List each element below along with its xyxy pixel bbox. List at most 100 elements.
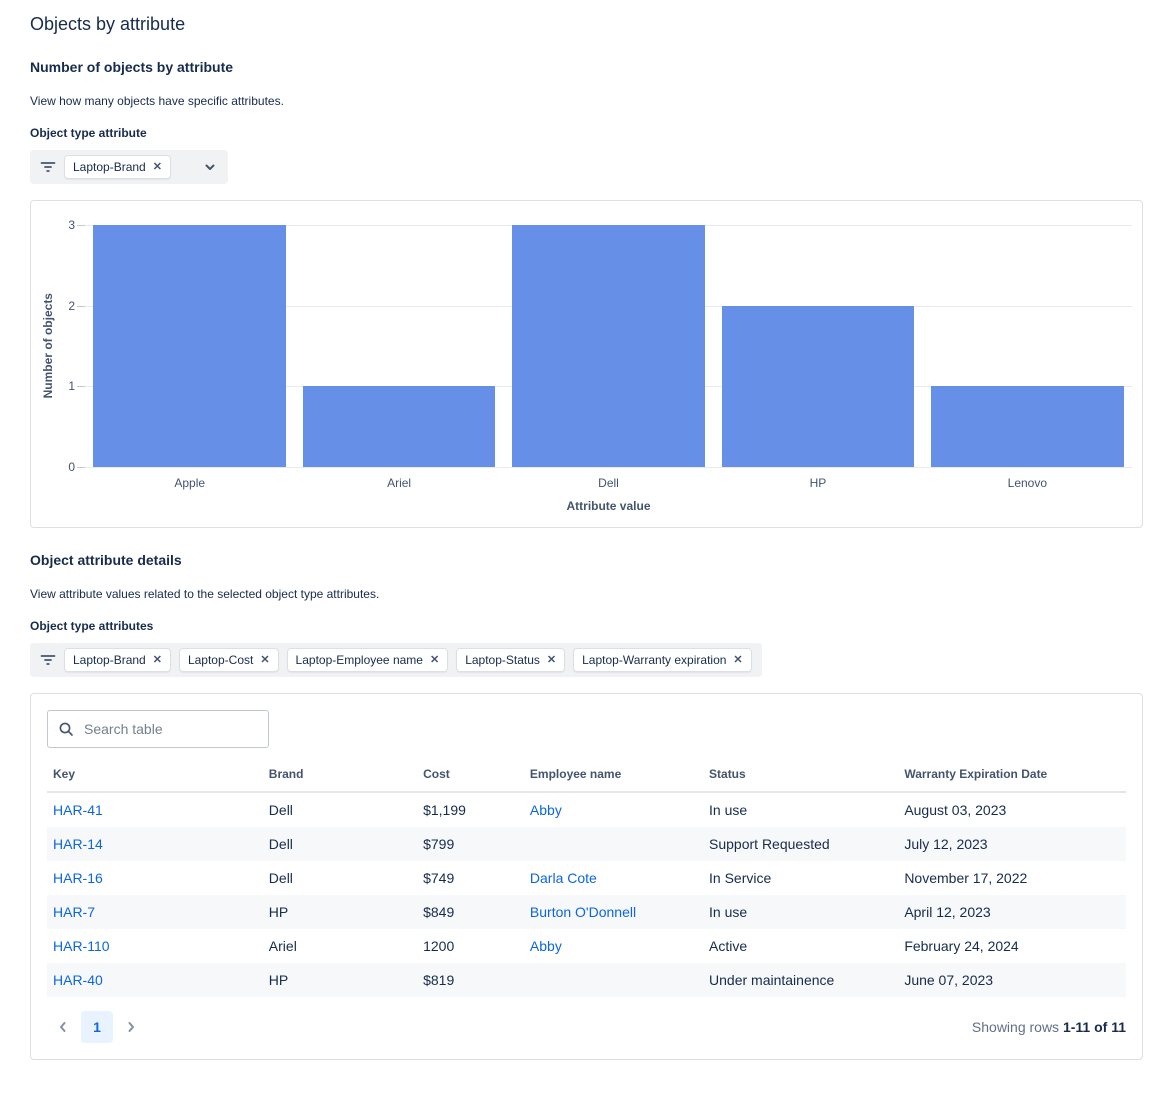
- chip-label: Laptop-Employee name: [295, 653, 423, 667]
- cell-warranty: August 03, 2023: [904, 802, 1007, 818]
- x-tick-label: HP: [809, 476, 827, 490]
- cell-employee: [524, 827, 703, 861]
- object-key-link[interactable]: HAR-7: [53, 904, 96, 920]
- object-type-attribute-label: Object type attribute: [30, 126, 147, 140]
- object-key-link[interactable]: HAR-16: [53, 870, 103, 886]
- remove-chip-icon[interactable]: ✕: [733, 653, 743, 666]
- table-header-row: Key Brand Cost Employee name Status Warranty …: [47, 761, 1126, 793]
- cell-key: HAR-16: [47, 861, 263, 895]
- object-type-attributes-chip[interactable]: Laptop-Employee name ✕: [286, 648, 449, 672]
- details-section: Object attribute details View attribute …: [30, 552, 1143, 1060]
- object-type-attribute-chip[interactable]: Laptop-Brand ✕: [64, 155, 171, 179]
- cell-brand: Ariel: [268, 938, 297, 954]
- chart-section-heading: Number of objects by attribute: [30, 59, 234, 75]
- table-search[interactable]: [47, 710, 269, 748]
- y-tick-label: 2: [68, 298, 75, 313]
- x-tick-label: Lenovo: [1007, 476, 1048, 490]
- y-tick-label: 1: [68, 379, 75, 394]
- pagination-prev-button[interactable]: [47, 1011, 79, 1043]
- employee-link[interactable]: Abby: [529, 938, 562, 954]
- cell-cost: $1,199: [423, 802, 466, 818]
- bars-layer: [85, 225, 1132, 467]
- employee-link[interactable]: Abby: [529, 802, 562, 818]
- object-key-link[interactable]: HAR-14: [53, 836, 103, 852]
- objects-by-attribute-page: Objects by attribute Number of objects b…: [30, 14, 1143, 1060]
- cell-cost: $849: [423, 904, 455, 920]
- cell-status: In Service: [709, 870, 772, 886]
- column-header-warranty-expiration-date: Warranty Expiration Date: [898, 761, 1126, 793]
- remove-chip-icon[interactable]: ✕: [546, 653, 557, 666]
- object-type-attributes-chip[interactable]: Laptop-Status ✕: [456, 648, 566, 672]
- chip-label: Laptop-Cost: [187, 653, 254, 667]
- cell-warranty: April 12, 2023: [904, 904, 991, 920]
- employee-link[interactable]: Burton O'Donnell: [529, 904, 637, 920]
- object-type-attributes-chip[interactable]: Laptop-Warranty expiration ✕: [573, 648, 752, 672]
- object-key-link[interactable]: HAR-40: [53, 972, 103, 988]
- chip-label: Laptop-Brand: [73, 653, 146, 667]
- table-row: HAR-16 Dell $749 Darla Cote In Service Novemb…: [47, 861, 1126, 895]
- bar-hp: [721, 305, 915, 467]
- object-type-attributes-chip[interactable]: Laptop-Brand ✕: [64, 648, 171, 672]
- cell-employee: Burton O'Donnell: [524, 895, 703, 929]
- chart-section: Number of objects by attribute View how …: [30, 59, 1143, 528]
- pagination-next-button[interactable]: [115, 1011, 147, 1043]
- object-type-attribute-filter[interactable]: Laptop-Brand ✕: [30, 150, 228, 184]
- chevron-right-icon: [123, 1019, 139, 1035]
- bar-chart: Number of objects 0 1 2 3 Apple Ariel Dell HP L…: [39, 218, 1132, 513]
- filter-icon: [40, 159, 56, 175]
- object-type-attributes-chip[interactable]: Laptop-Cost ✕: [178, 648, 279, 672]
- cell-brand: Dell: [268, 836, 293, 852]
- cell-status: Under maintainence: [709, 972, 835, 988]
- cell-key: HAR-41: [47, 792, 263, 827]
- chip-label: Laptop-Status: [465, 653, 540, 667]
- chart-section-description: View how many objects have specific attr…: [30, 94, 284, 108]
- y-tick-label: 3: [68, 218, 75, 232]
- cell-status: Support Requested: [709, 836, 830, 852]
- cell-cost: 1200: [423, 938, 455, 954]
- bar-slot: [713, 225, 922, 467]
- cell-status: In use: [709, 802, 748, 818]
- cell-cost: $799: [423, 836, 455, 852]
- cell-warranty: June 07, 2023: [904, 972, 994, 988]
- object-key-link[interactable]: HAR-110: [53, 938, 110, 954]
- object-type-attributes-label: Object type attributes: [30, 619, 154, 633]
- cell-brand: HP: [268, 904, 289, 920]
- cell-key: HAR-110: [47, 929, 263, 963]
- table-footer: 1 Showing rows 1-11 of 11: [47, 1011, 1126, 1043]
- column-header-status: Status: [703, 761, 899, 793]
- object-key-link[interactable]: HAR-41: [53, 802, 103, 818]
- chevron-down-icon[interactable]: [202, 159, 218, 175]
- cell-brand: Dell: [268, 802, 293, 818]
- bar-lenovo: [931, 386, 1124, 467]
- bar-ariel: [302, 386, 496, 467]
- cell-employee: Abby: [524, 929, 703, 963]
- remove-chip-icon[interactable]: ✕: [152, 160, 162, 173]
- bar-slot: [504, 225, 713, 467]
- pagination: 1: [47, 1011, 147, 1043]
- column-header-employee-name: Employee name: [523, 761, 704, 793]
- table-row: HAR-110 Ariel 1200 Abby Active February 24, 2…: [47, 929, 1126, 963]
- bar-slot: [85, 225, 294, 467]
- y-tick-mark: [77, 386, 85, 388]
- object-type-attributes-filter[interactable]: Laptop-Brand ✕ Laptop-Cost ✕ Laptop-Employee…: [30, 643, 762, 677]
- remove-chip-icon[interactable]: ✕: [429, 653, 440, 666]
- cell-status: In use: [709, 904, 748, 920]
- pagination-page-1-button[interactable]: 1: [81, 1011, 113, 1043]
- x-tick-label: Dell: [598, 476, 619, 490]
- y-tick-label: 0: [68, 460, 75, 474]
- table-row: HAR-41 Dell $1,199 Abby In use August 03, 202…: [47, 792, 1126, 827]
- chip-label: Laptop-Brand: [73, 160, 146, 174]
- chip-label: Laptop-Warranty expiration: [582, 653, 727, 667]
- cell-key: HAR-7: [47, 895, 263, 929]
- x-tick-label: Apple: [174, 476, 206, 490]
- search-input[interactable]: [82, 720, 267, 738]
- column-header-brand: Brand: [262, 761, 418, 793]
- table-row: HAR-14 Dell $799 Support Requested July 12, …: [47, 827, 1126, 861]
- remove-chip-icon[interactable]: ✕: [152, 653, 162, 666]
- remove-chip-icon[interactable]: ✕: [260, 653, 270, 666]
- details-section-heading: Object attribute details: [30, 552, 182, 568]
- cell-status: Active: [709, 938, 748, 954]
- search-icon: [58, 721, 74, 737]
- employee-link[interactable]: Darla Cote: [529, 870, 597, 886]
- bar-chart-card: Number of objects 0 1 2 3 Apple Ariel Dell HP L…: [30, 200, 1143, 528]
